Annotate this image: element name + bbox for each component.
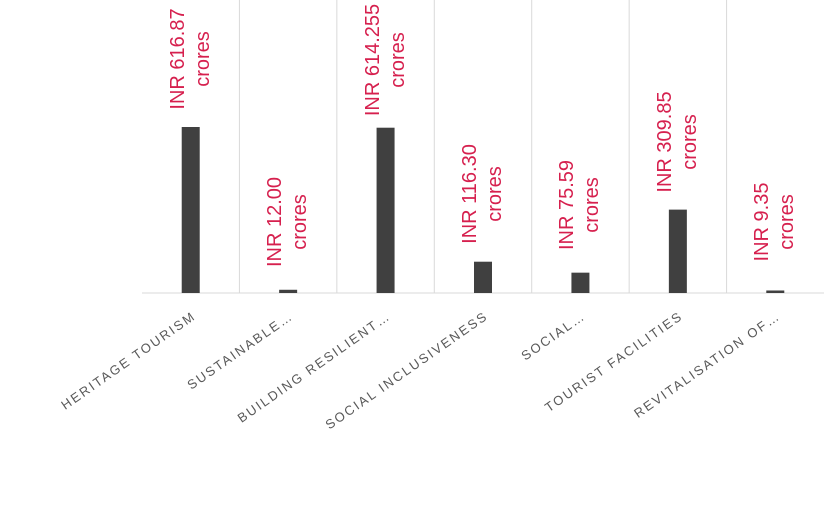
bar [376, 127, 395, 293]
value-label: INR 614.255 crores [361, 3, 409, 116]
bar [474, 261, 492, 293]
x-tick-label: BUILDING RESILIENT… [235, 308, 394, 425]
x-tick-label: SOCIAL… [518, 308, 588, 363]
bar [571, 272, 590, 293]
bar [766, 290, 785, 293]
bar [668, 209, 687, 293]
value-label: INR 75.59 crores [556, 159, 604, 250]
value-label: INR 116.30 crores [459, 143, 506, 244]
value-label: INR 9.35 crores [751, 183, 799, 262]
x-tick-label: SOCIAL INCLUSIVENESS [322, 308, 490, 432]
bar [181, 127, 200, 293]
value-label: INR 12.00 crores [264, 176, 312, 267]
value-label: INR 616.87 crores [166, 8, 214, 110]
x-tick-label: SUSTAINABLE… [184, 308, 296, 392]
bar [279, 289, 298, 293]
x-tick-label: HERITAGE TOURISM [58, 308, 198, 412]
value-label: INR 309.85 crores [653, 91, 701, 193]
